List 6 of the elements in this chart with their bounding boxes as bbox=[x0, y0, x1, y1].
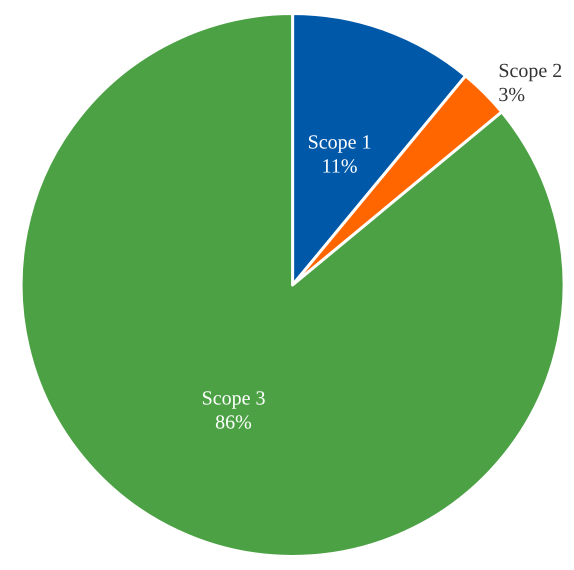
data-label: 11% bbox=[322, 155, 358, 178]
slice-label: Scope 3 bbox=[202, 388, 266, 410]
data-label: 86% bbox=[215, 412, 252, 434]
slice-label: Scope 1 bbox=[308, 131, 372, 154]
data-label: 3% bbox=[498, 84, 526, 106]
slice-label: Scope 2 bbox=[498, 60, 562, 82]
